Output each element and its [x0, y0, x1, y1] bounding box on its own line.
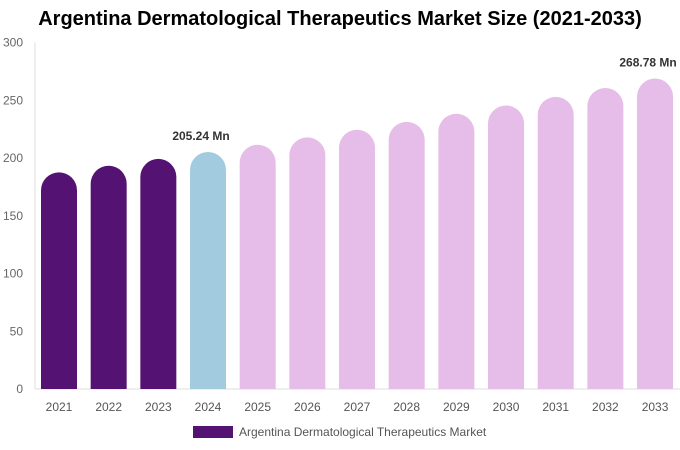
- bar-2027: [339, 129, 376, 389]
- data-label-2033: 268.78 Mn: [619, 56, 676, 70]
- bar-2031: [537, 96, 574, 389]
- legend-swatch: [193, 426, 233, 438]
- chart-title: Argentina Dermatological Therapeutics Ma…: [38, 8, 642, 30]
- x-tick-label: 2026: [294, 400, 321, 414]
- bar-2033: [637, 78, 674, 390]
- x-tick-label: 2023: [145, 400, 172, 414]
- bar-2029: [438, 113, 475, 390]
- data-label-2024: 205.24 Mn: [172, 129, 229, 143]
- x-tick-label: 2027: [344, 400, 371, 414]
- x-tick-label: 2025: [244, 400, 271, 414]
- y-tick-label: 50: [10, 324, 24, 338]
- legend: Argentina Dermatological Therapeutics Ma…: [193, 425, 486, 439]
- bar-2022: [90, 165, 127, 389]
- y-tick-label: 200: [3, 151, 23, 165]
- y-tick-label: 150: [3, 209, 23, 223]
- x-tick-label: 2021: [46, 400, 73, 414]
- y-tick-label: 300: [3, 36, 23, 50]
- x-tick-label: 2033: [642, 400, 669, 414]
- legend-label: Argentina Dermatological Therapeutics Ma…: [239, 425, 487, 439]
- x-tick-label: 2022: [95, 400, 122, 414]
- x-tick-label: 2030: [493, 400, 520, 414]
- x-tick-label: 2028: [393, 400, 420, 414]
- bar-2028: [388, 121, 425, 389]
- bar-2030: [488, 105, 525, 390]
- x-tick-label: 2031: [542, 400, 569, 414]
- x-tick-label: 2032: [592, 400, 619, 414]
- bar-2025: [239, 144, 276, 389]
- bar-2026: [289, 137, 326, 389]
- bar-2024: [190, 151, 227, 389]
- y-tick-label: 0: [16, 382, 23, 396]
- y-tick-label: 250: [3, 93, 23, 107]
- bar-2032: [587, 88, 624, 389]
- x-tick-label: 2024: [195, 400, 222, 414]
- y-tick-label: 100: [3, 267, 23, 281]
- bar-2023: [140, 158, 177, 389]
- bar-2021: [41, 172, 77, 389]
- x-tick-label: 2029: [443, 400, 470, 414]
